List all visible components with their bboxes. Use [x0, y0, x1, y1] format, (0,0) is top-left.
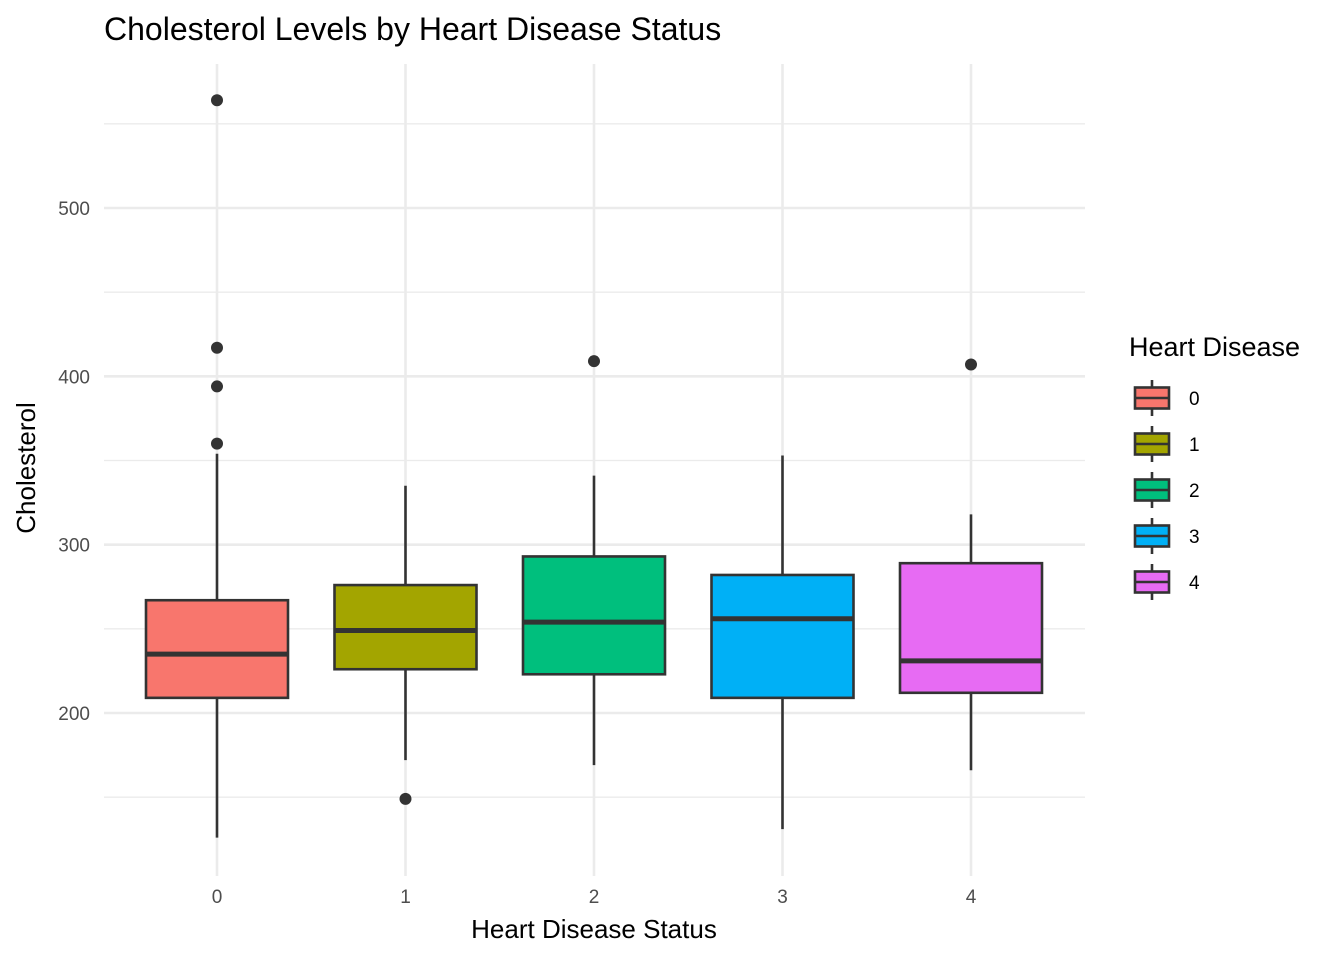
outlier-point — [965, 358, 977, 371]
legend-item: 2 — [1133, 472, 1200, 508]
outlier-point — [211, 94, 223, 107]
x-tick-label: 1 — [400, 887, 411, 908]
legend-item: 0 — [1133, 380, 1200, 416]
legend-label: 2 — [1189, 481, 1200, 502]
box — [710, 573, 855, 700]
legend-title: Heart Disease — [1129, 332, 1300, 362]
box-group — [144, 94, 290, 838]
box-group — [521, 355, 667, 766]
legend-label: 0 — [1189, 389, 1200, 410]
chart-title: Cholesterol Levels by Heart Disease Stat… — [104, 11, 721, 47]
boxes-layer — [144, 94, 1044, 838]
y-tick-label: 300 — [58, 536, 90, 557]
outlier-point — [211, 341, 223, 354]
x-tick-label: 3 — [777, 887, 788, 908]
box — [521, 555, 667, 676]
legend-item: 1 — [1133, 426, 1200, 462]
box-group — [898, 358, 1044, 771]
box — [898, 561, 1044, 695]
y-tick-label: 400 — [58, 367, 90, 388]
y-axis-title: Cholesterol — [11, 402, 41, 534]
legend-item: 4 — [1133, 564, 1200, 600]
outlier-point — [211, 380, 223, 393]
x-tick-label: 4 — [966, 887, 977, 908]
legend: Heart Disease 0 1 2 3 4 — [1129, 332, 1300, 600]
legend-label: 3 — [1189, 527, 1200, 548]
outlier-point — [399, 792, 412, 805]
outlier-point — [588, 355, 600, 368]
y-tick-label: 200 — [58, 704, 90, 725]
box — [144, 598, 290, 700]
box-group — [333, 485, 478, 805]
outlier-point — [211, 437, 223, 450]
y-tick-labels: 200 300 400 500 — [58, 199, 90, 725]
x-tick-label: 2 — [589, 887, 600, 908]
legend-item: 3 — [1133, 518, 1200, 554]
x-axis-title: Heart Disease Status — [471, 914, 717, 944]
legend-label: 1 — [1189, 435, 1200, 456]
x-tick-labels: 0 1 2 3 4 — [212, 887, 977, 908]
y-tick-label: 500 — [58, 199, 90, 220]
box — [333, 583, 478, 671]
x-tick-label: 0 — [212, 887, 223, 908]
box-group — [710, 455, 855, 830]
legend-label: 4 — [1189, 573, 1200, 594]
